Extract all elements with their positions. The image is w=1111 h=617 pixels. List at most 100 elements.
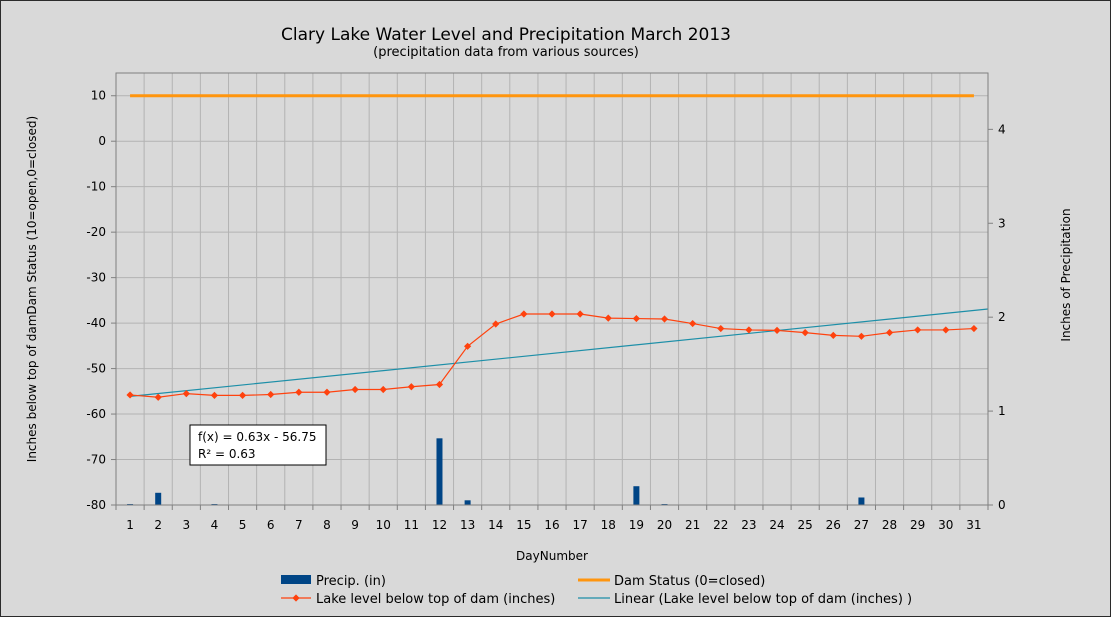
x-tick-label: 28 — [882, 518, 897, 532]
lake-level-point — [295, 388, 303, 396]
x-tick-label: 19 — [629, 518, 644, 532]
annotation-box — [189, 424, 327, 466]
y-left-tick-label: -40 — [86, 316, 106, 330]
linear-trend-line — [130, 308, 989, 398]
x-tick-label: 4 — [211, 518, 219, 532]
precip-bar — [436, 438, 443, 505]
x-tick-label: 3 — [183, 518, 191, 532]
lake-level-point — [548, 310, 556, 318]
x-tick-label: 7 — [295, 518, 303, 532]
y-right-tick-label: 1 — [998, 404, 1006, 418]
x-tick-label: 14 — [488, 518, 503, 532]
y-left-tick-label: -30 — [86, 271, 106, 285]
chart-subtitle: (precipitation data from various sources… — [373, 45, 639, 60]
precip-bar — [155, 492, 162, 505]
lake-level-point — [885, 329, 894, 337]
lake-level-point — [576, 310, 584, 318]
x-tick-label: 2 — [154, 518, 162, 532]
precip-bar — [464, 500, 471, 505]
x-tick-label: 9 — [351, 518, 359, 532]
x-tick-label: 15 — [516, 518, 531, 532]
precip-bar — [633, 486, 640, 505]
lake-level-point — [745, 326, 753, 334]
x-tick-label: 31 — [966, 518, 981, 532]
lake-level-point — [126, 391, 134, 399]
legend: Precip. (in) Dam Status (0=closed) Lake … — [281, 574, 912, 607]
y-right-tick-label: 2 — [998, 310, 1006, 324]
lake-level-point — [520, 310, 528, 318]
y-left-tick-label: -70 — [86, 453, 106, 467]
x-tick-label: 6 — [267, 518, 275, 532]
lake-level-point — [689, 319, 697, 328]
y-left-tick-label: -80 — [86, 498, 106, 512]
x-tick-label: 30 — [938, 518, 953, 532]
x-tick-label: 11 — [404, 518, 419, 532]
y-left-tick-label: 10 — [91, 89, 106, 103]
lake-level-point — [323, 388, 331, 396]
y-right-tick-label: 3 — [998, 216, 1006, 230]
lake-level-point — [351, 385, 359, 394]
y-left-tick-label: -50 — [86, 362, 106, 376]
lake-level-point — [154, 393, 162, 401]
legend-label-linear: Linear (Lake level below top of dam (inc… — [614, 592, 912, 607]
x-tick-label: 25 — [798, 518, 813, 532]
lake-level-point — [773, 326, 781, 334]
lake-level-point — [407, 383, 415, 391]
x-tick-label: 16 — [544, 518, 559, 532]
lake-level-point — [632, 314, 640, 323]
legend-swatch-precip — [281, 575, 311, 584]
x-tick-label: 21 — [685, 518, 700, 532]
lake-level-point — [435, 380, 444, 389]
y-right-tick-label: 4 — [998, 122, 1006, 136]
lake-level-point — [970, 324, 978, 333]
y-left-tick-label: -60 — [86, 407, 106, 421]
legend-label-lake-level: Lake level below top of dam (inches) — [316, 592, 555, 607]
x-tick-label: 10 — [376, 518, 391, 532]
x-tick-label: 24 — [769, 518, 784, 532]
lake-level-point — [660, 315, 669, 323]
legend-swatch-lake-level-marker — [292, 594, 300, 602]
y-axis-left-title: Inches below top of damDam Status (10=op… — [25, 116, 39, 462]
x-tick-label: 5 — [239, 518, 247, 532]
legend-label-dam-status: Dam Status (0=closed) — [614, 574, 765, 589]
x-tick-label: 23 — [741, 518, 756, 532]
axes — [111, 72, 993, 510]
series-lines — [126, 94, 989, 401]
x-axis-title: DayNumber — [516, 549, 588, 563]
lake-level-point — [210, 391, 219, 400]
y-right-tick-label: 0 — [998, 498, 1006, 512]
x-tick-label: 27 — [854, 518, 869, 532]
x-tick-label: 8 — [323, 518, 331, 532]
lake-level-point — [238, 391, 247, 400]
y-left-tick-label: 0 — [98, 134, 106, 148]
lake-level-point — [267, 390, 275, 399]
x-tick-label: 29 — [910, 518, 925, 532]
y-left-tick-label: -10 — [86, 180, 106, 194]
lake-level-point — [829, 331, 837, 339]
annotation-equation: f(x) = 0.63x - 56.75 — [198, 430, 317, 444]
x-tick-label: 1 — [126, 518, 134, 532]
lake-level-point — [914, 326, 922, 334]
x-tick-label: 18 — [601, 518, 616, 532]
lake-level-point — [464, 342, 472, 350]
precip-bar — [858, 497, 865, 505]
lake-level-point — [717, 324, 725, 333]
lake-level-point — [379, 385, 387, 394]
x-tick-label: 26 — [826, 518, 841, 532]
regression-annotation: f(x) = 0.63x - 56.75 R² = 0.63 — [189, 424, 327, 466]
x-tick-label: 20 — [657, 518, 672, 532]
lake-level-point — [857, 332, 866, 340]
y-axis-right-title: Inches of Precipitation — [1059, 208, 1073, 341]
lake-level-point — [182, 389, 190, 398]
x-tick-label: 12 — [432, 518, 447, 532]
plot-border — [115, 72, 989, 506]
x-tick-label: 13 — [460, 518, 475, 532]
annotation-r-squared: R² = 0.63 — [198, 447, 256, 461]
lake-level-point — [492, 320, 500, 328]
lake-level-point — [604, 314, 612, 322]
chart-title: Clary Lake Water Level and Precipitation… — [281, 25, 731, 45]
legend-swatch-lake-level — [281, 594, 311, 602]
x-tick-label: 17 — [572, 518, 587, 532]
